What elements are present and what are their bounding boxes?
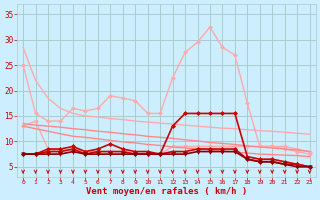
X-axis label: Vent moyen/en rafales ( km/h ): Vent moyen/en rafales ( km/h ) [86,187,247,196]
